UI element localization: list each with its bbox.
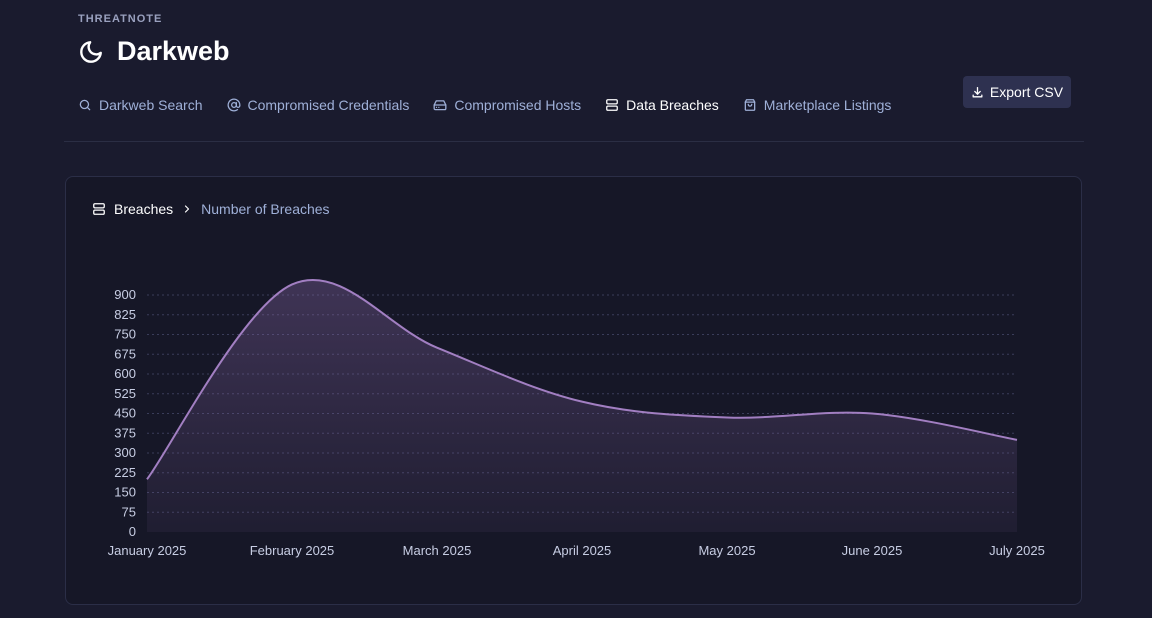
tab-bar: Darkweb Search Compromised Credentials C…: [78, 92, 892, 142]
y-tick-label: 0: [129, 524, 136, 539]
breaches-area-chart: 0 75 150 225 300 375 450 525 600 675 750 825 900 Janu…: [108, 278, 1045, 558]
x-tick-label: January 2025: [108, 543, 187, 558]
series-line: [146, 278, 1018, 480]
tab-marketplace-listings[interactable]: Marketplace Listings: [743, 92, 892, 118]
brand-label: THREATNOTE: [78, 13, 163, 25]
y-tick-label: 750: [114, 327, 136, 342]
y-tick-label: 450: [114, 406, 136, 421]
tab-divider: [64, 141, 1084, 142]
tab-label: Data Breaches: [626, 97, 719, 113]
x-tick-label: February 2025: [250, 543, 335, 558]
download-icon: [972, 86, 983, 97]
y-tick-label: 675: [114, 346, 136, 361]
y-tick-label: 525: [114, 386, 136, 401]
page-header: Darkweb: [78, 36, 230, 67]
page-title: Darkweb: [117, 36, 230, 66]
y-tick-label: 900: [114, 287, 136, 302]
tab-compromised-hosts[interactable]: Compromised Hosts: [433, 92, 581, 118]
x-tick-label: May 2025: [698, 543, 755, 558]
y-tick-label: 600: [114, 366, 136, 381]
export-csv-button[interactable]: Export CSV: [963, 76, 1071, 108]
tab-data-breaches[interactable]: Data Breaches: [605, 92, 719, 142]
tab-label: Darkweb Search: [99, 97, 203, 113]
tab-label: Marketplace Listings: [763, 97, 892, 113]
y-tick-label: 75: [122, 504, 136, 519]
x-tick-label: June 2025: [842, 543, 903, 558]
chart-card: 0 75 150 225 300 375 450 525 600 675 750 825 900 Janu…: [65, 176, 1082, 605]
breadcrumb: Breaches Number of Breaches: [92, 201, 330, 217]
y-tick-label: 150: [114, 485, 136, 500]
export-label: Export CSV: [989, 84, 1064, 100]
breadcrumb-root[interactable]: Breaches: [114, 201, 174, 217]
moon-icon: [80, 40, 102, 63]
x-tick-label: March 2025: [403, 543, 472, 558]
tab-compromised-credentials[interactable]: Compromised Credentials: [227, 92, 410, 118]
at-icon: [227, 98, 240, 112]
search-icon: [79, 99, 91, 111]
y-tick-label: 825: [114, 307, 136, 322]
breadcrumb-current: Number of Breaches: [201, 201, 330, 217]
x-tick-label: July 2025: [989, 543, 1045, 558]
y-tick-label: 300: [114, 445, 136, 460]
x-tick-label: April 2025: [553, 543, 612, 558]
chevron-right-icon: [185, 205, 190, 213]
database-icon: [606, 99, 619, 111]
y-tick-label: 375: [114, 425, 136, 440]
tab-label: Compromised Hosts: [454, 97, 582, 113]
shopping-bag-icon: [744, 99, 756, 111]
y-tick-label: 225: [114, 465, 136, 480]
hard-drive-icon: [433, 100, 447, 111]
tab-label: Compromised Credentials: [247, 97, 410, 113]
database-icon: [93, 203, 105, 215]
area-fill: [147, 279, 1017, 532]
tab-darkweb-search[interactable]: Darkweb Search: [78, 92, 203, 118]
